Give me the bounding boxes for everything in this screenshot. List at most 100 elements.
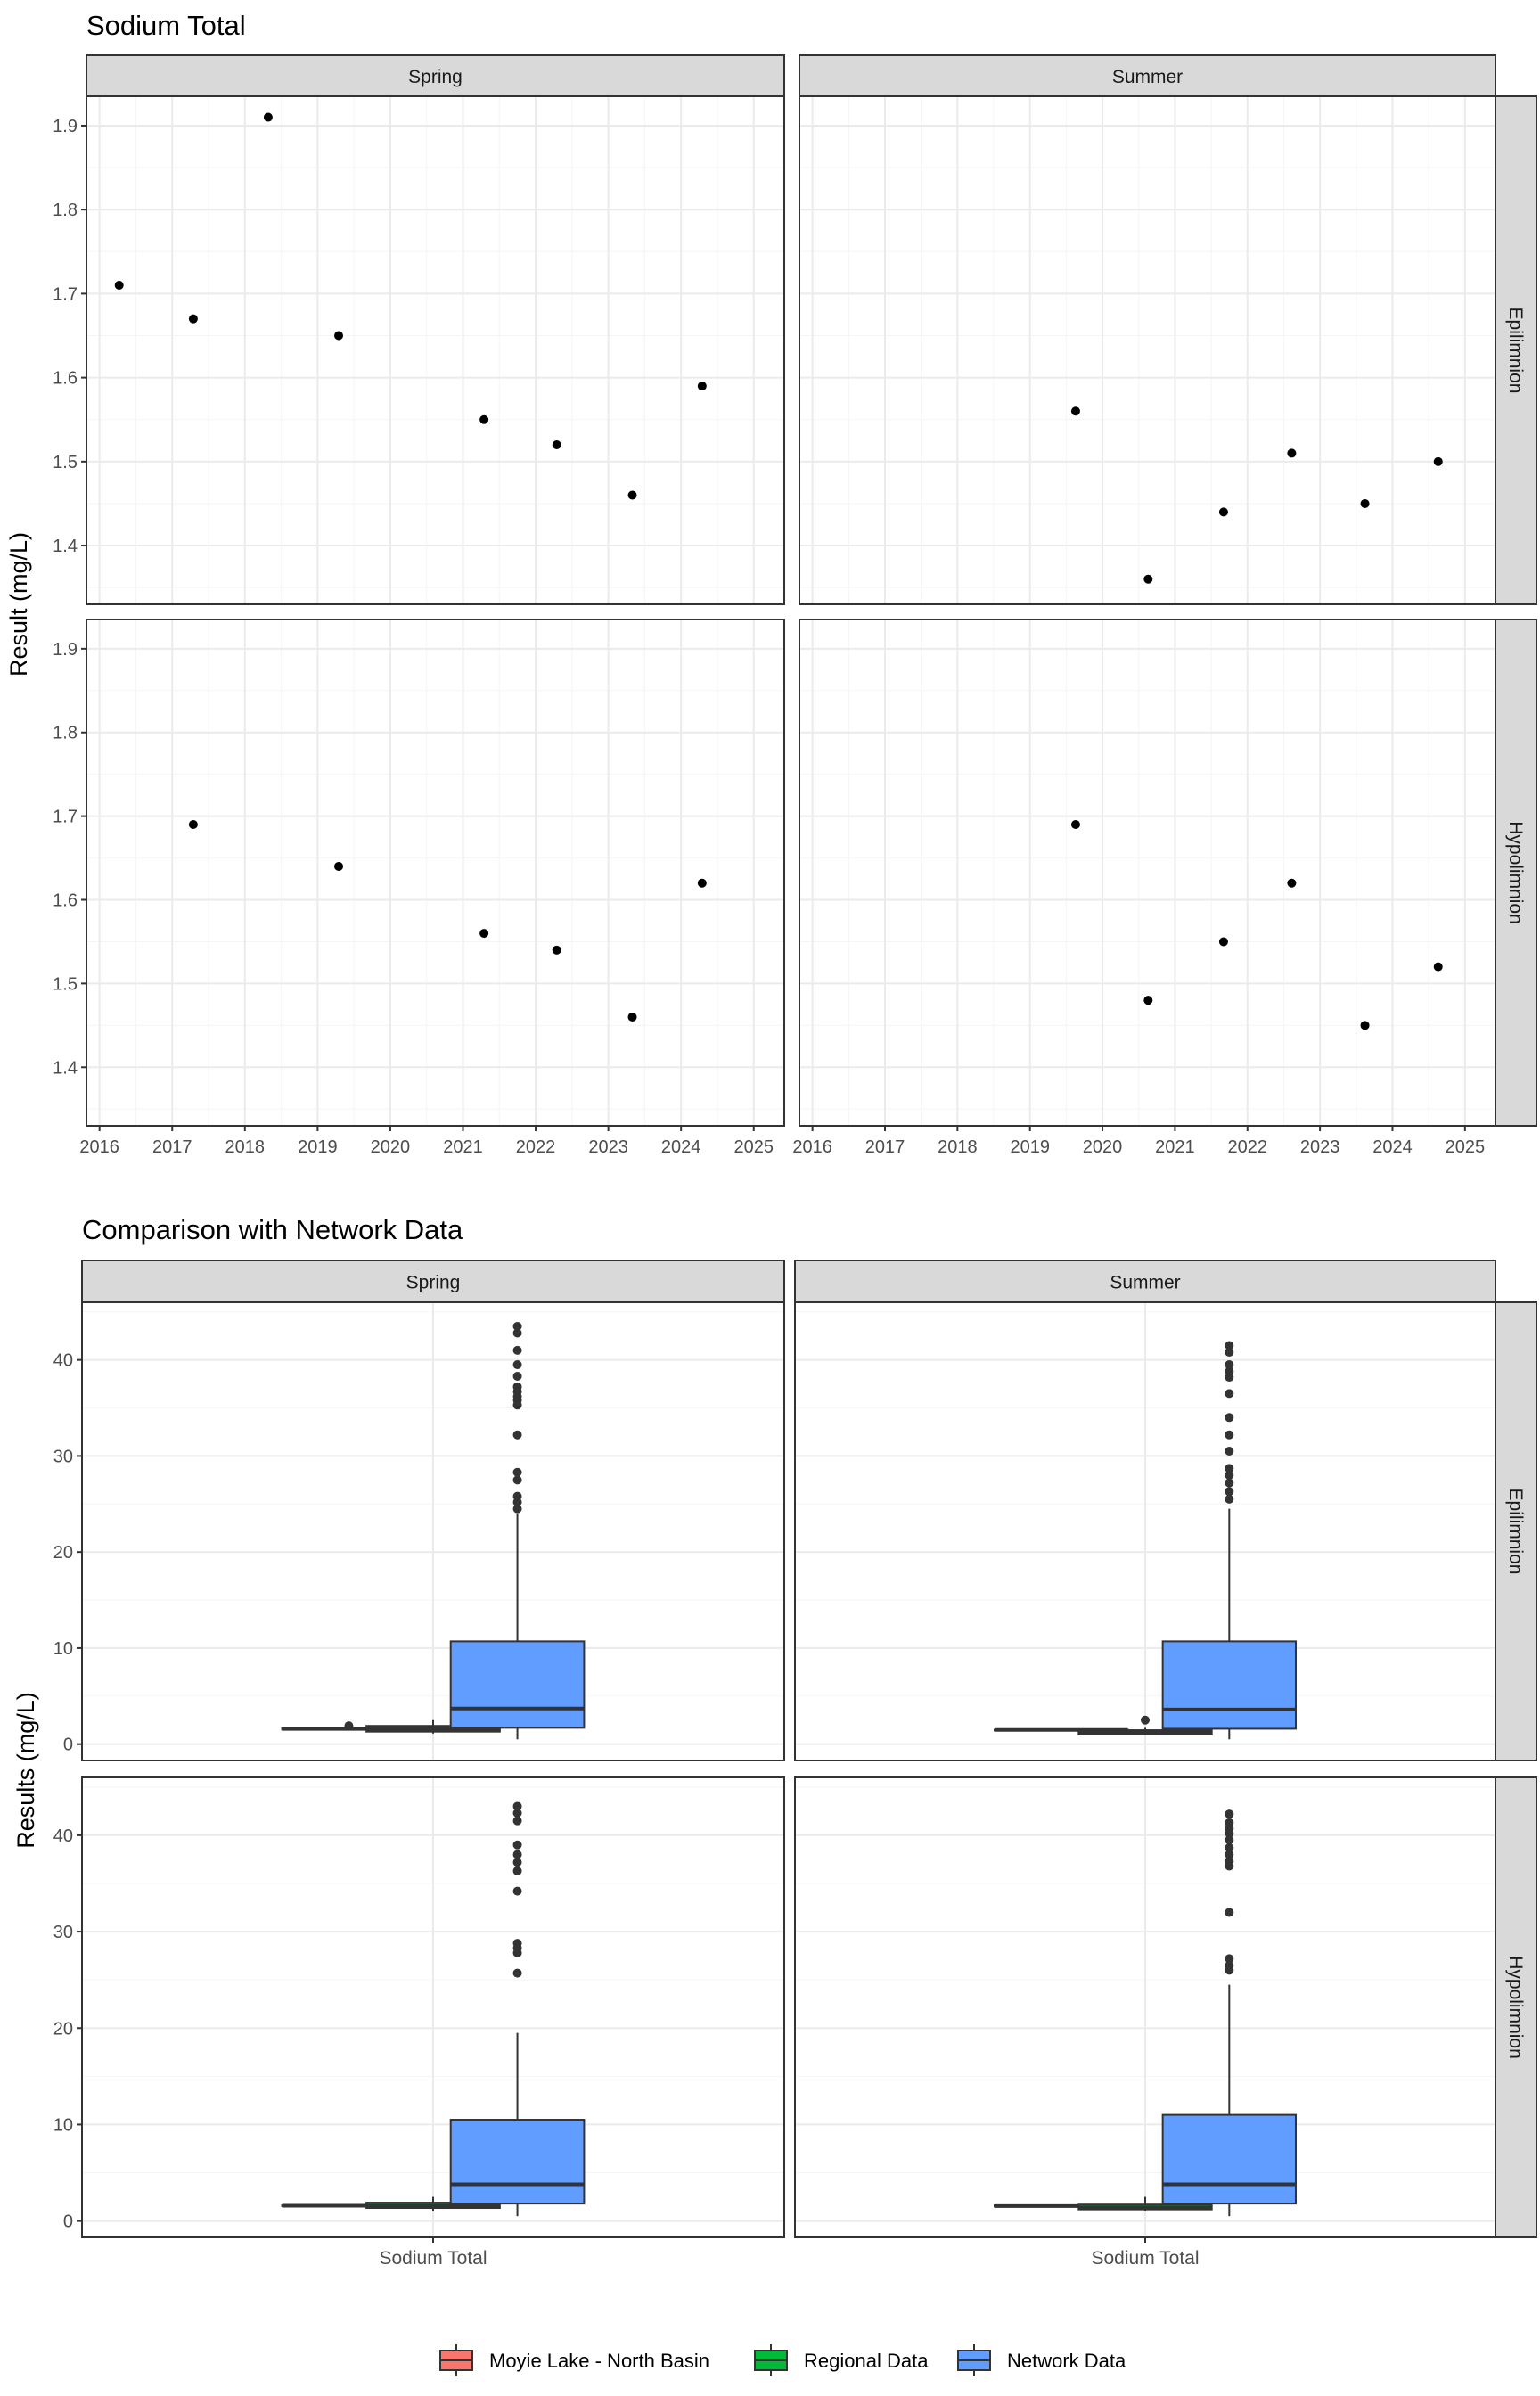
outlier-point [1225,1835,1234,1845]
legend-label-regional-data: Regional Data [804,2350,929,2372]
outlier-point [512,1321,522,1331]
x-tick-label: 2021 [1155,1137,1195,1157]
y-tick-label: 10 [53,1639,73,1659]
x-tick-label: 2018 [225,1137,266,1157]
outlier-point [1225,1818,1234,1827]
data-point [1360,498,1370,508]
y-tick-label: 20 [53,2019,73,2039]
outlier-point [1225,1464,1234,1473]
x-tick-label: 2017 [152,1137,192,1157]
outlier-point [1225,1360,1234,1370]
x-tick-label: 2024 [1372,1137,1413,1157]
data-point [1218,937,1228,947]
panel-summer-epilimnion [799,95,1496,605]
panel-spring-epilimnion [86,95,785,605]
chart-title-comparison: Comparison with Network Data [82,1214,463,1245]
panel-spring-hypolimnion [86,619,785,1127]
y-tick-label: 30 [53,1447,73,1466]
panel-background [86,96,784,604]
facet-col-summer-strip [799,54,1496,97]
outlier-point [1225,1366,1234,1376]
data-point [334,331,344,341]
facet-col-summer-label: Summer [1110,1273,1180,1293]
data-point [627,1012,637,1022]
facet-row-epilimnion-label: Epilimnion [1505,308,1526,394]
facet-col-spring-strip [86,54,785,97]
y-tick-label: 1.5 [53,974,78,994]
data-point [479,929,489,939]
data-point [188,314,198,324]
data-point [552,439,561,449]
data-point [1143,996,1153,1005]
data-point [1433,456,1443,466]
outlier-point [512,1840,522,1850]
facet-col-summer-label: Summer [1112,67,1183,87]
outlier-point [1225,1430,1234,1440]
outlier-point [512,1504,522,1514]
outlier-point [1225,1857,1234,1867]
x-tick-label: Sodium Total [379,2248,487,2269]
outlier-point [512,1816,522,1826]
data-point [697,878,707,888]
x-tick-label: 2022 [1228,1137,1268,1157]
facet-row-hypolimnion-label: Hypolimnion [1505,1956,1526,2059]
box-network-data [1161,1640,1297,1730]
facet-row-epilimnion-strip [1495,95,1537,605]
y-tick-label: 1.4 [53,537,78,556]
data-point [552,945,561,955]
facet-col-spring-strip [81,1260,785,1303]
facet-col-summer-strip [794,1260,1496,1303]
facet-row-hypolimnion-strip [1495,1776,1537,2238]
panel-border [86,619,785,1127]
y-tick-label: 40 [53,1351,73,1371]
panel-border [799,619,1496,1127]
x-tick-label: 2019 [1010,1137,1050,1157]
outlier-point [512,1809,522,1818]
outlier-point [512,1430,522,1440]
x-tick-label: 2020 [1083,1137,1123,1157]
data-point [334,861,344,871]
panel-border [794,1301,1496,1761]
outlier-point [512,1475,522,1485]
outlier-point [1225,1478,1234,1488]
y-tick-label: 1.6 [53,891,78,911]
box-network-data [1161,2113,1297,2205]
x-tick-label: 2016 [79,1137,119,1157]
data-point [697,382,707,391]
x-tick-label: 2025 [1446,1137,1486,1157]
x-tick-label: 2023 [1300,1137,1340,1157]
panel-spring-hypolimnion [81,1776,785,2238]
x-tick-label: 2019 [298,1137,338,1157]
legend-label-moyie-lake-north-basin: Moyie Lake - North Basin [489,2350,709,2372]
x-tick-label: 2021 [443,1137,483,1157]
y-axis-label: Results (mg/L) [12,1692,39,1849]
y-tick-label: 40 [53,1826,73,1846]
outlier-point [1225,1447,1234,1456]
y-tick-label: 1.8 [53,201,78,220]
data-point [1070,820,1080,830]
x-tick-label: 2018 [938,1137,978,1157]
box-network-data [449,2119,586,2205]
data-point [114,280,124,290]
outlier-point [512,1371,522,1381]
panel-spring-epilimnion [81,1301,785,1761]
outlier-point [1141,1715,1150,1725]
outlier-point [512,1866,522,1875]
facet-row-epilimnion-strip [1495,1301,1537,1761]
box-network-data [449,1640,586,1729]
outlier-point [512,1939,522,1949]
panel-border [86,95,785,605]
outlier-point [1225,1908,1234,1917]
y-tick-label: 1.9 [53,640,78,660]
data-point [1143,574,1153,584]
x-tick-label: 2017 [865,1137,905,1157]
outlier-point [1225,1954,1234,1964]
outlier-point [344,1721,354,1731]
facet-col-spring-label: Spring [406,1273,461,1293]
outlier-point [1225,1413,1234,1423]
outlier-point [512,1467,522,1477]
y-tick-label: 1.7 [53,808,78,827]
y-tick-label: 0 [63,1735,73,1755]
outlier-point [1225,1494,1234,1504]
data-point [1070,406,1080,416]
